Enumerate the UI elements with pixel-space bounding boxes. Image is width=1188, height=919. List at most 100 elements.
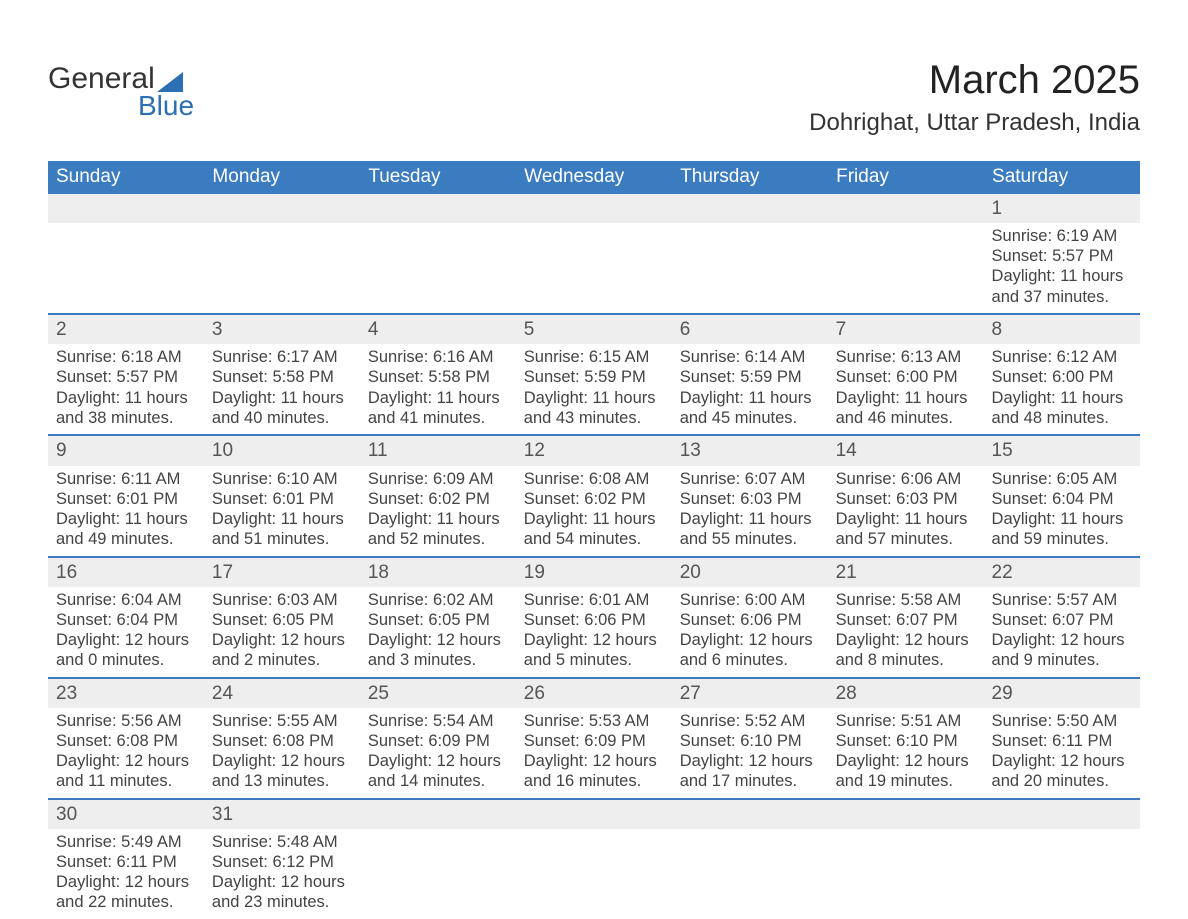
weekday-header: Sunday — [48, 161, 204, 194]
day-detail-cell — [672, 223, 828, 314]
detail-row: Sunrise: 5:56 AMSunset: 6:08 PMDaylight:… — [48, 708, 1140, 799]
daylight-text-1: Daylight: 12 hours — [836, 751, 976, 771]
sunset-text: Sunset: 6:01 PM — [56, 489, 196, 509]
day-detail-cell: Sunrise: 5:57 AMSunset: 6:07 PMDaylight:… — [984, 587, 1140, 678]
sunrise-text: Sunrise: 6:04 AM — [56, 590, 196, 610]
sunset-text: Sunset: 6:08 PM — [56, 731, 196, 751]
sunset-text: Sunset: 6:05 PM — [212, 610, 352, 630]
brand-triangle-icon — [157, 72, 183, 92]
day-detail-cell — [360, 223, 516, 314]
day-number-cell: 9 — [48, 435, 204, 465]
sunset-text: Sunset: 6:01 PM — [212, 489, 352, 509]
day-detail-cell: Sunrise: 5:56 AMSunset: 6:08 PMDaylight:… — [48, 708, 204, 799]
daynum-row: 1 — [48, 194, 1140, 223]
daylight-text-2: and 2 minutes. — [212, 650, 352, 670]
day-number-cell — [828, 799, 984, 829]
day-number-cell: 31 — [204, 799, 360, 829]
detail-row: Sunrise: 6:04 AMSunset: 6:04 PMDaylight:… — [48, 587, 1140, 678]
day-detail-cell: Sunrise: 5:50 AMSunset: 6:11 PMDaylight:… — [984, 708, 1140, 799]
daylight-text-1: Daylight: 12 hours — [992, 630, 1132, 650]
day-detail-cell: Sunrise: 6:15 AMSunset: 5:59 PMDaylight:… — [516, 344, 672, 435]
day-number-cell — [828, 194, 984, 223]
daylight-text-1: Daylight: 12 hours — [368, 630, 508, 650]
daylight-text-2: and 17 minutes. — [680, 771, 820, 791]
sunrise-text: Sunrise: 6:03 AM — [212, 590, 352, 610]
day-number-cell: 29 — [984, 678, 1140, 708]
day-detail-cell — [360, 829, 516, 919]
daylight-text-2: and 52 minutes. — [368, 529, 508, 549]
calendar-body: 1Sunrise: 6:19 AMSunset: 5:57 PMDaylight… — [48, 194, 1140, 919]
calendar-table: Sunday Monday Tuesday Wednesday Thursday… — [48, 161, 1140, 919]
brand-text-2: Blue — [138, 90, 194, 122]
day-detail-cell: Sunrise: 5:48 AMSunset: 6:12 PMDaylight:… — [204, 829, 360, 919]
day-detail-cell — [828, 829, 984, 919]
weekday-header: Tuesday — [360, 161, 516, 194]
daylight-text-1: Daylight: 12 hours — [680, 630, 820, 650]
sunset-text: Sunset: 6:07 PM — [992, 610, 1132, 630]
weekday-header-row: Sunday Monday Tuesday Wednesday Thursday… — [48, 161, 1140, 194]
sunrise-text: Sunrise: 6:17 AM — [212, 347, 352, 367]
daylight-text-1: Daylight: 12 hours — [524, 751, 664, 771]
day-number-cell: 22 — [984, 557, 1140, 587]
sunset-text: Sunset: 6:12 PM — [212, 852, 352, 872]
day-detail-cell: Sunrise: 6:01 AMSunset: 6:06 PMDaylight:… — [516, 587, 672, 678]
daylight-text-2: and 57 minutes. — [836, 529, 976, 549]
daylight-text-1: Daylight: 11 hours — [992, 509, 1132, 529]
daylight-text-1: Daylight: 11 hours — [56, 388, 196, 408]
sunrise-text: Sunrise: 6:10 AM — [212, 469, 352, 489]
daylight-text-1: Daylight: 12 hours — [56, 630, 196, 650]
day-number-cell: 13 — [672, 435, 828, 465]
daynum-row: 23242526272829 — [48, 678, 1140, 708]
day-detail-cell: Sunrise: 6:10 AMSunset: 6:01 PMDaylight:… — [204, 466, 360, 557]
daylight-text-2: and 19 minutes. — [836, 771, 976, 791]
sunset-text: Sunset: 6:11 PM — [992, 731, 1132, 751]
sunrise-text: Sunrise: 6:01 AM — [524, 590, 664, 610]
sunset-text: Sunset: 6:10 PM — [680, 731, 820, 751]
daylight-text-2: and 54 minutes. — [524, 529, 664, 549]
sunset-text: Sunset: 6:10 PM — [836, 731, 976, 751]
day-detail-cell: Sunrise: 6:06 AMSunset: 6:03 PMDaylight:… — [828, 466, 984, 557]
day-detail-cell: Sunrise: 5:53 AMSunset: 6:09 PMDaylight:… — [516, 708, 672, 799]
daylight-text-1: Daylight: 12 hours — [212, 630, 352, 650]
day-detail-cell: Sunrise: 5:49 AMSunset: 6:11 PMDaylight:… — [48, 829, 204, 919]
day-number-cell: 26 — [516, 678, 672, 708]
day-detail-cell: Sunrise: 5:52 AMSunset: 6:10 PMDaylight:… — [672, 708, 828, 799]
sunrise-text: Sunrise: 6:07 AM — [680, 469, 820, 489]
daylight-text-1: Daylight: 11 hours — [212, 388, 352, 408]
day-number-cell: 16 — [48, 557, 204, 587]
daylight-text-1: Daylight: 12 hours — [212, 872, 352, 892]
daylight-text-1: Daylight: 11 hours — [368, 388, 508, 408]
sunrise-text: Sunrise: 6:09 AM — [368, 469, 508, 489]
daylight-text-2: and 38 minutes. — [56, 408, 196, 428]
day-detail-cell: Sunrise: 6:08 AMSunset: 6:02 PMDaylight:… — [516, 466, 672, 557]
daylight-text-2: and 22 minutes. — [56, 892, 196, 912]
sunrise-text: Sunrise: 6:15 AM — [524, 347, 664, 367]
day-number-cell — [984, 799, 1140, 829]
day-number-cell: 25 — [360, 678, 516, 708]
day-detail-cell: Sunrise: 6:12 AMSunset: 6:00 PMDaylight:… — [984, 344, 1140, 435]
day-number-cell: 17 — [204, 557, 360, 587]
day-detail-cell — [516, 829, 672, 919]
day-detail-cell: Sunrise: 6:07 AMSunset: 6:03 PMDaylight:… — [672, 466, 828, 557]
daylight-text-2: and 51 minutes. — [212, 529, 352, 549]
sunset-text: Sunset: 5:59 PM — [524, 367, 664, 387]
daylight-text-1: Daylight: 12 hours — [992, 751, 1132, 771]
page-header: General Blue March 2025 Dohrighat, Uttar… — [48, 40, 1140, 143]
daylight-text-1: Daylight: 11 hours — [524, 388, 664, 408]
sunrise-text: Sunrise: 6:00 AM — [680, 590, 820, 610]
weekday-header: Thursday — [672, 161, 828, 194]
day-detail-cell: Sunrise: 6:14 AMSunset: 5:59 PMDaylight:… — [672, 344, 828, 435]
day-number-cell — [360, 799, 516, 829]
day-detail-cell: Sunrise: 6:04 AMSunset: 6:04 PMDaylight:… — [48, 587, 204, 678]
daylight-text-2: and 48 minutes. — [992, 408, 1132, 428]
sunrise-text: Sunrise: 5:55 AM — [212, 711, 352, 731]
day-detail-cell — [48, 223, 204, 314]
daynum-row: 2345678 — [48, 314, 1140, 344]
day-number-cell — [204, 194, 360, 223]
daylight-text-1: Daylight: 11 hours — [992, 388, 1132, 408]
sunset-text: Sunset: 6:03 PM — [680, 489, 820, 509]
day-number-cell: 27 — [672, 678, 828, 708]
month-title: March 2025 — [809, 58, 1140, 103]
daylight-text-2: and 43 minutes. — [524, 408, 664, 428]
sunset-text: Sunset: 6:07 PM — [836, 610, 976, 630]
